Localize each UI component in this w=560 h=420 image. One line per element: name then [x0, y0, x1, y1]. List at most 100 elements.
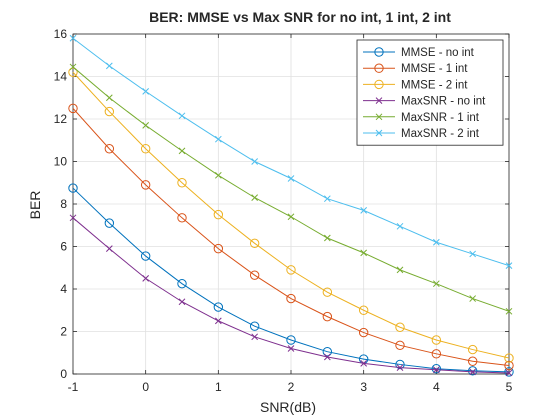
- marker-stroke: [432, 366, 440, 374]
- data-point: [249, 321, 260, 331]
- data-point: [178, 147, 186, 155]
- series-maxsnr-no-int: [69, 214, 513, 377]
- legend-box: [356, 39, 504, 146]
- marker-stroke: [505, 262, 513, 269]
- marker-stroke: [69, 63, 77, 71]
- data-point: [432, 366, 440, 374]
- marker-stroke: [105, 62, 113, 70]
- data-point: [432, 238, 440, 246]
- data-point: [431, 363, 442, 374]
- marker-stroke: [375, 97, 383, 104]
- marker-stroke: [360, 360, 368, 367]
- data-point: [322, 287, 333, 297]
- legend-item: MaxSNR - 2 int: [363, 128, 480, 140]
- data-point: [467, 366, 478, 376]
- data-point: [213, 243, 224, 254]
- series-maxsnr-2-int: [69, 34, 513, 269]
- marker-stroke: [287, 175, 295, 182]
- marker-stroke: [432, 280, 440, 288]
- data-point: [287, 175, 295, 182]
- legend-swatch-marker: [375, 97, 383, 104]
- data-point: [177, 278, 187, 289]
- data-point: [68, 103, 78, 114]
- data-point: [431, 349, 442, 359]
- series-mmse-no-int: [68, 183, 514, 377]
- marker-stroke: [287, 345, 295, 352]
- x-tick-label: 1: [215, 380, 222, 394]
- data-point: [504, 367, 514, 377]
- data-point: [251, 158, 259, 165]
- data-point: [214, 317, 222, 325]
- x-axis-ticks: -1 0 1 2 3 4 5: [68, 34, 513, 394]
- data-point: [322, 311, 333, 322]
- marker-stroke: [360, 207, 368, 214]
- y-tick-label: 4: [60, 282, 67, 296]
- data-point: [140, 144, 151, 154]
- marker-stroke: [178, 112, 186, 120]
- marker-stroke: [396, 266, 404, 274]
- data-point: [469, 295, 477, 302]
- marker-stroke: [505, 369, 513, 377]
- y-tick-label: 6: [60, 240, 67, 254]
- series-line: [72, 71, 510, 359]
- data-point: [323, 234, 331, 242]
- data-point: [178, 298, 186, 306]
- data-point: [69, 214, 77, 222]
- data-point: [396, 222, 404, 230]
- data-point: [505, 307, 513, 315]
- marker-stroke: [178, 147, 186, 155]
- legend-item: MMSE - no int: [363, 47, 475, 59]
- data-point: [467, 344, 478, 355]
- data-point: [214, 135, 222, 143]
- series-mmse-1-int: [68, 103, 514, 371]
- data-point: [251, 333, 259, 341]
- marker-stroke: [214, 317, 222, 325]
- data-point: [504, 353, 514, 363]
- legend-label: MMSE - 2 int: [401, 79, 468, 91]
- marker-stroke: [469, 250, 477, 258]
- data-point: [360, 360, 368, 367]
- data-point: [140, 251, 151, 261]
- legend-item: MMSE - 1 int: [363, 63, 468, 75]
- data-point: [323, 353, 331, 361]
- marker-stroke: [323, 353, 331, 361]
- legend: MMSE - no int MMSE - 1 int MMSE - 2 int Max…: [356, 39, 504, 146]
- marker-stroke: [287, 213, 295, 221]
- data-point: [287, 345, 295, 352]
- chart-title: BER: MMSE vs Max SNR for no int, 1 int, …: [149, 9, 451, 25]
- data-point: [505, 369, 513, 377]
- marker-stroke: [251, 194, 259, 201]
- marker-stroke: [214, 135, 222, 143]
- data-point: [213, 302, 224, 312]
- y-tick-label: 2: [60, 325, 67, 339]
- data-point: [395, 359, 405, 370]
- data-point: [323, 195, 331, 203]
- y-tick-label: 8: [60, 197, 67, 211]
- series-mmse-2-int: [68, 67, 514, 363]
- series-line: [72, 108, 510, 366]
- data-point: [178, 112, 186, 120]
- marker-stroke: [251, 158, 259, 165]
- data-point: [177, 213, 187, 223]
- x-tick-label: 5: [506, 380, 513, 394]
- y-tick-label: 0: [60, 367, 67, 381]
- marker-stroke: [323, 234, 331, 242]
- data-point: [140, 180, 151, 190]
- x-tick-label: 3: [360, 380, 367, 394]
- legend-swatch-marker: [374, 63, 384, 73]
- data-point: [358, 305, 369, 315]
- x-tick-label: 4: [433, 380, 440, 394]
- data-point: [104, 144, 115, 154]
- series-layer: [68, 34, 514, 377]
- marker-stroke: [142, 122, 150, 129]
- marker-stroke: [505, 307, 513, 315]
- data-point: [142, 275, 150, 282]
- series-maxsnr-1-int: [69, 63, 513, 315]
- data-point: [213, 209, 224, 220]
- series-line: [72, 187, 510, 373]
- data-point: [469, 368, 477, 376]
- y-axis-ticks: 0 2 4 6 8 10 12 14 16: [54, 27, 509, 381]
- data-point: [395, 340, 405, 351]
- data-point: [105, 94, 113, 102]
